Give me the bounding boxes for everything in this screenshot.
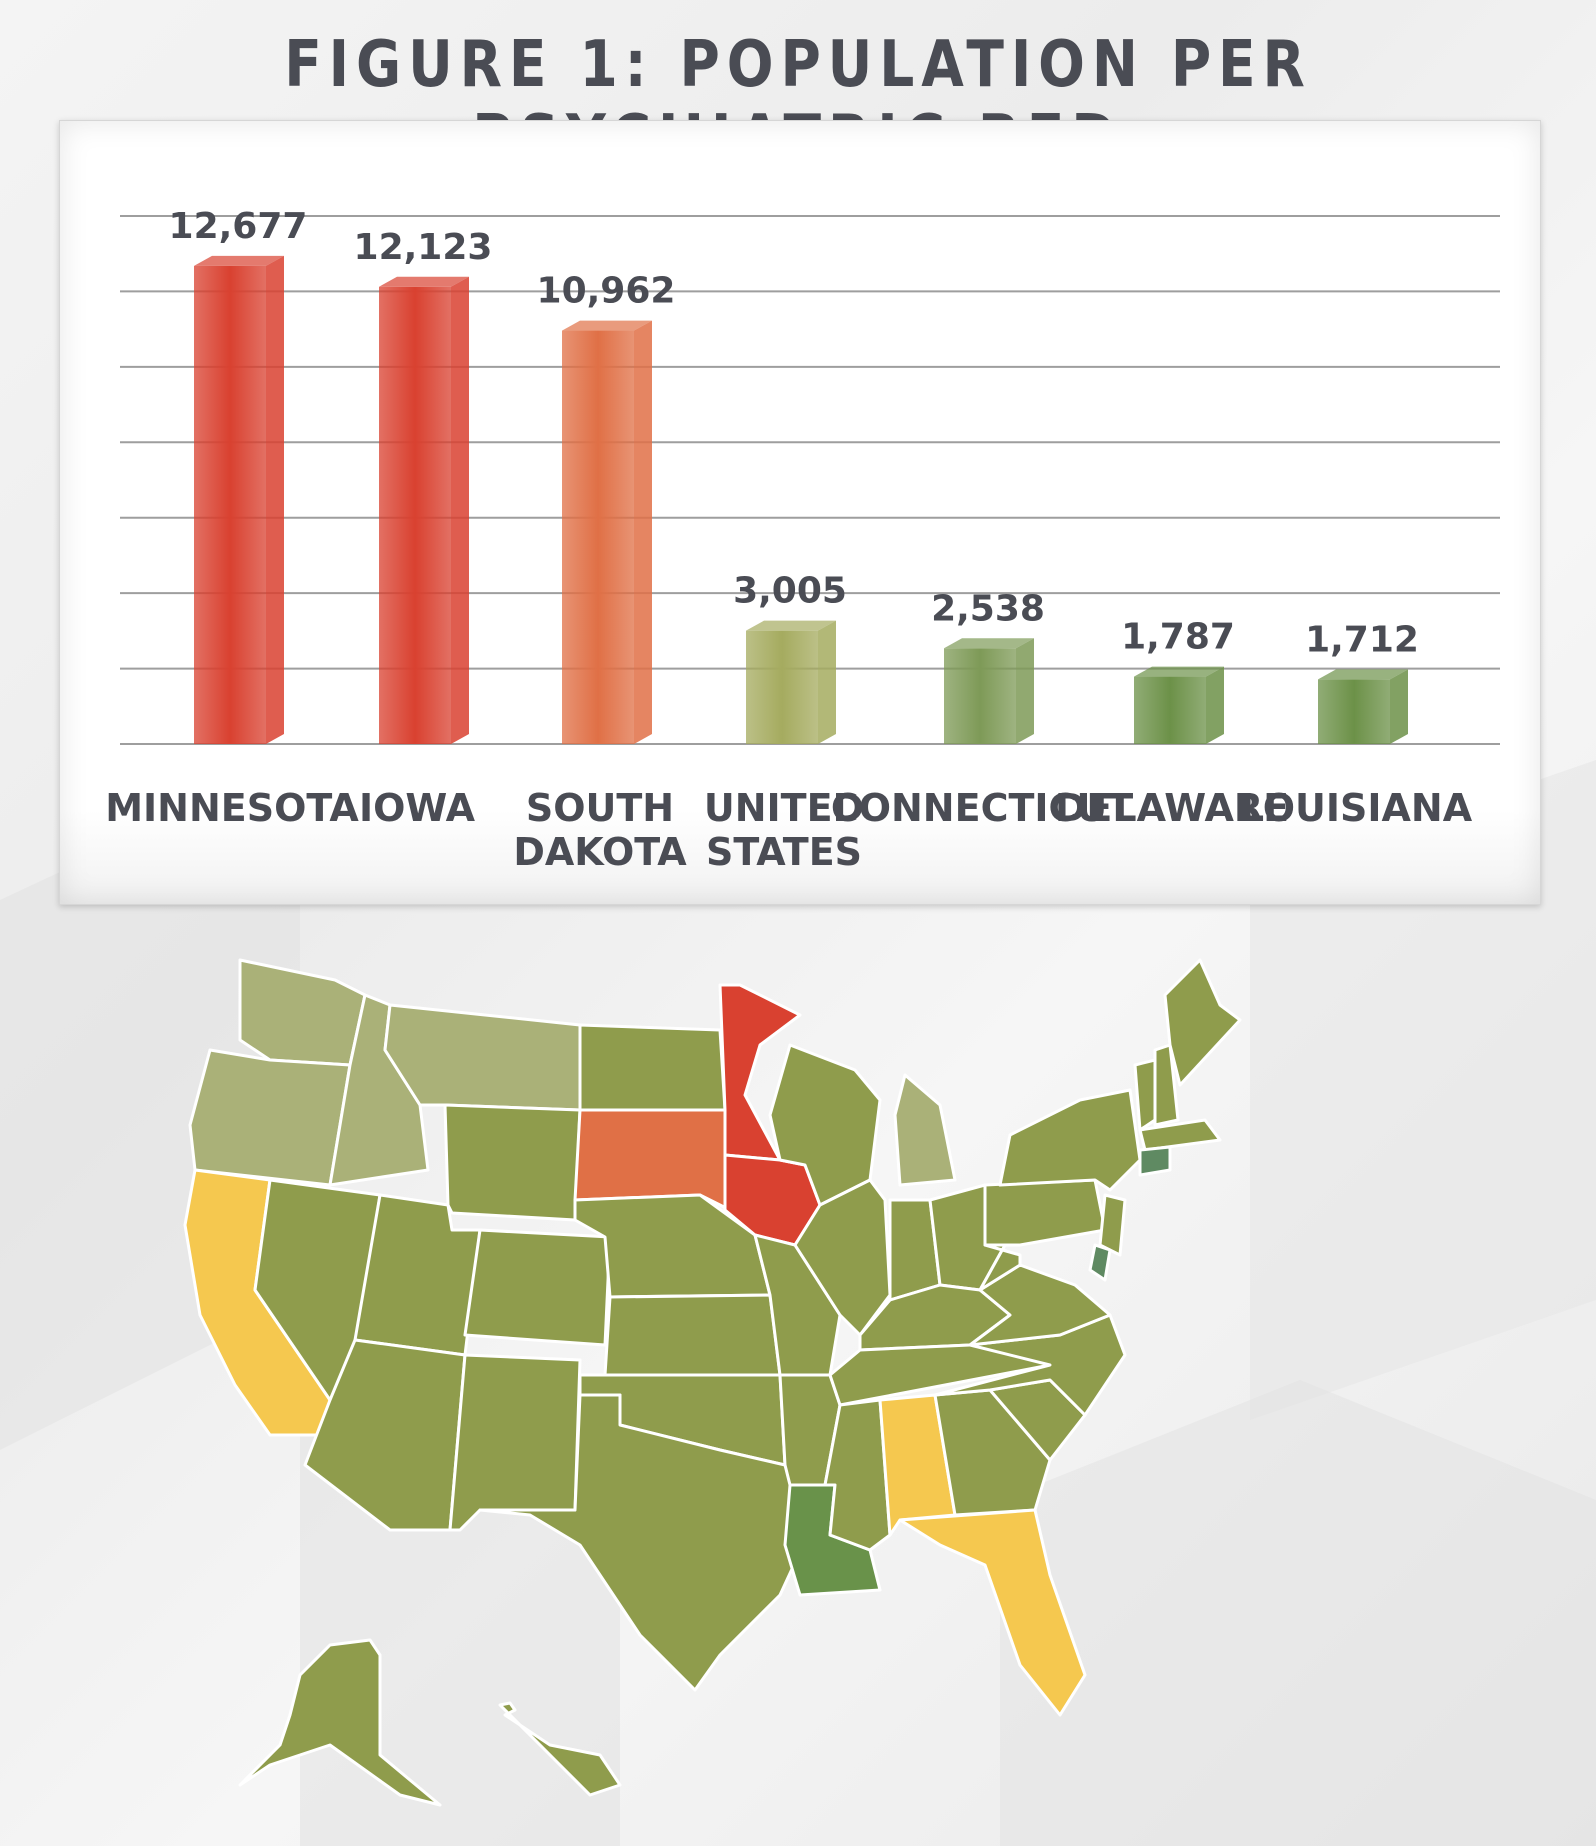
data-label: 10,962 <box>537 271 676 312</box>
bar-side <box>634 320 652 744</box>
state-vermont <box>1133 1058 1157 1132</box>
state-minnesota <box>718 983 802 1162</box>
state-montana <box>383 1003 582 1112</box>
category-label: MINNESOTA <box>105 786 359 830</box>
state-new-mexico <box>448 1353 582 1532</box>
us-map <box>183 958 1242 1807</box>
bar-top <box>1134 666 1224 677</box>
data-label: 1,712 <box>1305 619 1419 660</box>
state-michigan <box>893 1073 957 1187</box>
category-label: UNITED <box>704 786 864 830</box>
bar-top <box>194 255 284 266</box>
state-maine <box>1163 958 1242 1087</box>
data-label: 1,787 <box>1121 617 1235 658</box>
data-label: 12,677 <box>169 206 308 247</box>
bar <box>194 265 266 744</box>
bar-chart: 12,677 MINNESOTA 12,123 IOWA 10,962 SOUTHDAKO… <box>105 206 1500 874</box>
state-kansas <box>603 1293 782 1377</box>
data-label: 3,005 <box>733 571 847 612</box>
state-delaware <box>1088 1243 1112 1282</box>
bar-top <box>379 276 469 287</box>
bar <box>746 630 818 744</box>
bar-side <box>266 255 284 744</box>
state-north-dakota <box>578 1023 727 1112</box>
state-colorado <box>463 1228 612 1347</box>
bar-top <box>746 620 836 631</box>
state-illinois <box>793 1178 892 1337</box>
bar-top <box>1318 669 1408 680</box>
state-new-hampshire <box>1153 1043 1180 1127</box>
bar-side <box>1206 666 1224 744</box>
bar <box>1134 676 1206 744</box>
category-label: IOWA <box>359 786 476 830</box>
data-label: 12,123 <box>354 227 493 268</box>
state-alaska <box>238 1638 442 1807</box>
bar-top <box>562 320 652 331</box>
category-label: CONNECTICUT <box>831 786 1133 830</box>
state-washington <box>238 958 367 1067</box>
state-new-york <box>998 1088 1142 1192</box>
category-label: DELAWARE <box>1055 786 1289 830</box>
bar-top <box>944 638 1034 649</box>
state-florida <box>898 1508 1087 1717</box>
state-virginia <box>968 1263 1112 1347</box>
state-connecticut <box>1138 1145 1172 1177</box>
state-wyoming <box>443 1103 582 1222</box>
state-new-jersey <box>1098 1193 1127 1257</box>
category-label: SOUTH <box>526 786 674 830</box>
bar <box>1318 679 1390 744</box>
category-label: LOUISIANA <box>1240 786 1473 830</box>
category-label: STATES <box>706 830 862 874</box>
state-massachusetts <box>1138 1118 1222 1152</box>
state-oregon <box>188 1048 352 1187</box>
state-texas <box>478 1393 812 1692</box>
bar-side <box>1390 669 1408 744</box>
bar-side <box>818 620 836 744</box>
state-hawaii <box>498 1701 622 1797</box>
bar <box>562 330 634 744</box>
category-label: DAKOTA <box>513 830 687 874</box>
bar <box>379 286 451 744</box>
state-south-dakota <box>573 1108 732 1212</box>
bar-side <box>1016 638 1034 744</box>
data-label: 2,538 <box>931 588 1045 629</box>
bar <box>944 648 1016 744</box>
bar-side <box>451 276 469 744</box>
state-pennsylvania <box>983 1178 1107 1247</box>
chart-panel: 12,677 MINNESOTA 12,123 IOWA 10,962 SOUTH DAKO… <box>59 120 1541 905</box>
